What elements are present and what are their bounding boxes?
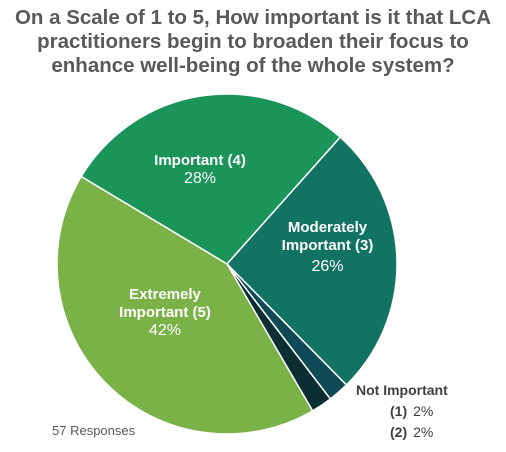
legend-item: (2) 2% <box>356 422 448 443</box>
slice-category: Moderately <box>287 219 368 236</box>
not-important-legend: Not Important (1) 2% (2) 2% <box>356 380 448 443</box>
slice-category: Extremely <box>129 286 201 303</box>
title-line: enhance well-being of the whole system? <box>51 54 455 77</box>
slice-label-extremely-important-5: Extremely Important (5) 42% <box>105 286 225 340</box>
legend-item-num: (2) <box>390 424 408 440</box>
slice-percent: 26% <box>311 258 344 275</box>
pie-slice-important-4 <box>80 93 342 265</box>
pie-slice-moderately-important-3 <box>225 136 398 387</box>
slice-label-moderately-important-3: Moderately Important (3) 26% <box>270 219 385 276</box>
slice-percent: 28% <box>183 170 217 187</box>
legend-title: Not Important <box>356 382 448 398</box>
responses-count: 57 Responses <box>52 423 136 438</box>
slice-label-important-4: Important (4) 28% <box>145 152 255 188</box>
slice-category: Important (4) <box>154 152 246 169</box>
legend-item-pct: 2% <box>413 403 434 419</box>
legend-item-num: (1) <box>390 403 408 419</box>
title-line: On a Scale of 1 to 5, How important is i… <box>14 6 492 29</box>
legend-item-pct: 2% <box>413 424 434 440</box>
title-line: practitioners begin to broaden their foc… <box>37 30 469 53</box>
slice-category: Important (5) <box>119 304 211 321</box>
chart-title: On a Scale of 1 to 5, How important is i… <box>0 6 506 78</box>
pie-slice-extremely-important-5 <box>56 175 314 435</box>
slice-percent: 42% <box>148 322 182 339</box>
slice-category: Important (3) <box>281 237 374 254</box>
legend-item: (1) 2% <box>356 401 448 422</box>
